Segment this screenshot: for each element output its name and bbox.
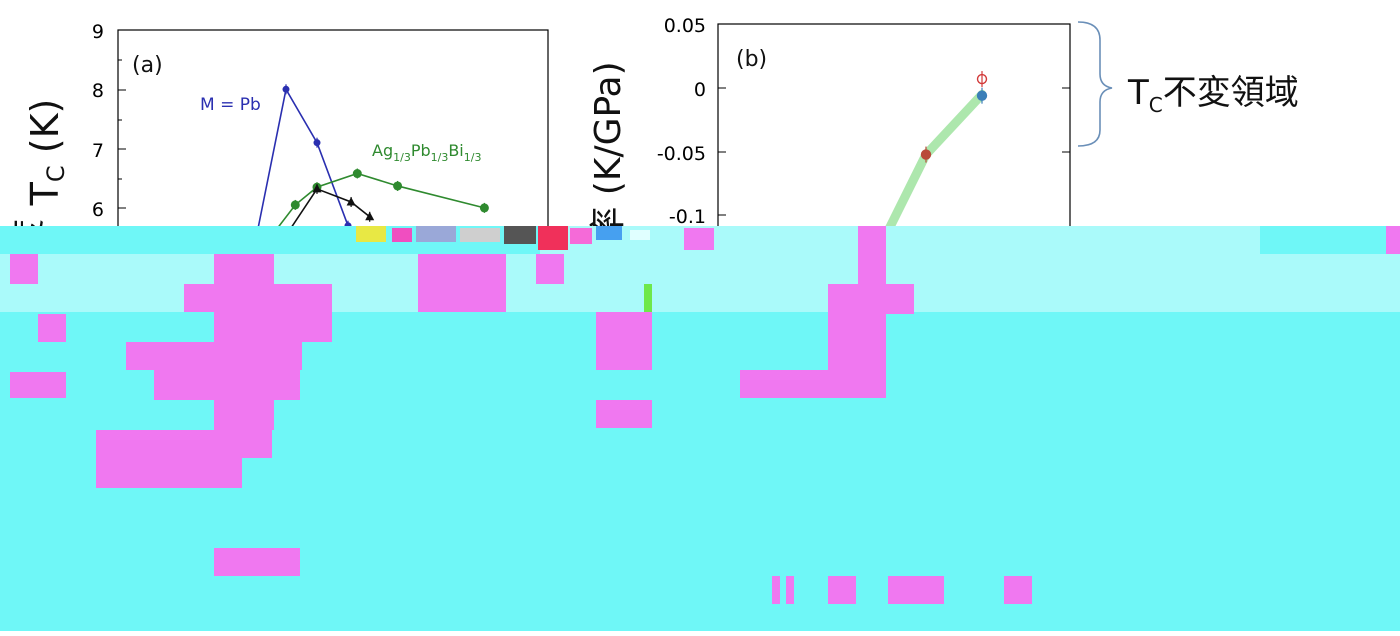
data-point — [976, 73, 988, 85]
panel-a-label: (a) — [132, 53, 163, 78]
series-line — [254, 87, 349, 244]
panel-b-label: (b) — [736, 47, 767, 72]
panel-a-ytick: 8 — [92, 80, 104, 102]
data-point — [352, 169, 362, 179]
data-point — [479, 203, 489, 213]
data-point — [346, 196, 356, 206]
data-point — [312, 183, 322, 193]
tc-invariant-brace — [1077, 21, 1113, 147]
data-point — [393, 181, 403, 191]
overlay-magenta-blocks — [10, 226, 1400, 604]
panel-a-y-ticks: 9 8 7 6 — [92, 21, 126, 221]
panel-b-ytick: -0.1 — [669, 206, 706, 228]
data-point — [282, 85, 290, 93]
image-corruption-overlay — [0, 226, 1400, 631]
panel-a-ytick: 9 — [92, 21, 104, 43]
data-point — [976, 90, 988, 101]
overlay-light-band-top — [540, 226, 1260, 254]
overlay-garbled-strip — [356, 226, 714, 312]
data-point — [290, 200, 300, 210]
data-point — [920, 149, 932, 160]
data-point — [313, 139, 321, 147]
panel-a-ytick: 6 — [92, 199, 104, 221]
series-label-pb: M = Pb — [200, 95, 261, 115]
data-point — [365, 211, 375, 221]
panel-b-ytick: -0.05 — [657, 143, 706, 165]
series-line — [276, 187, 371, 250]
panel-b-ytick: 0 — [694, 79, 706, 101]
panel-a-plot — [251, 84, 489, 255]
panel-a-ytick: 7 — [92, 140, 104, 162]
panel-b-ytick: 0.05 — [664, 15, 706, 37]
panel-a-ylabel-text: TC (K) — [23, 99, 70, 207]
panel-a: (a) 9 8 7 6 TC (K) 度 — [9, 21, 549, 431]
series-line — [260, 172, 485, 250]
series-label-agpbbi: Ag1/3Pb1/3Bi1/3 — [372, 141, 481, 164]
panel-a-ylabel: TC (K) — [23, 99, 70, 207]
panel-b-y-ticks: 0.05 0 -0.05 -0.1 — [657, 15, 1070, 228]
tc-invariant-annotation: TC不変領域 — [1127, 73, 1299, 117]
